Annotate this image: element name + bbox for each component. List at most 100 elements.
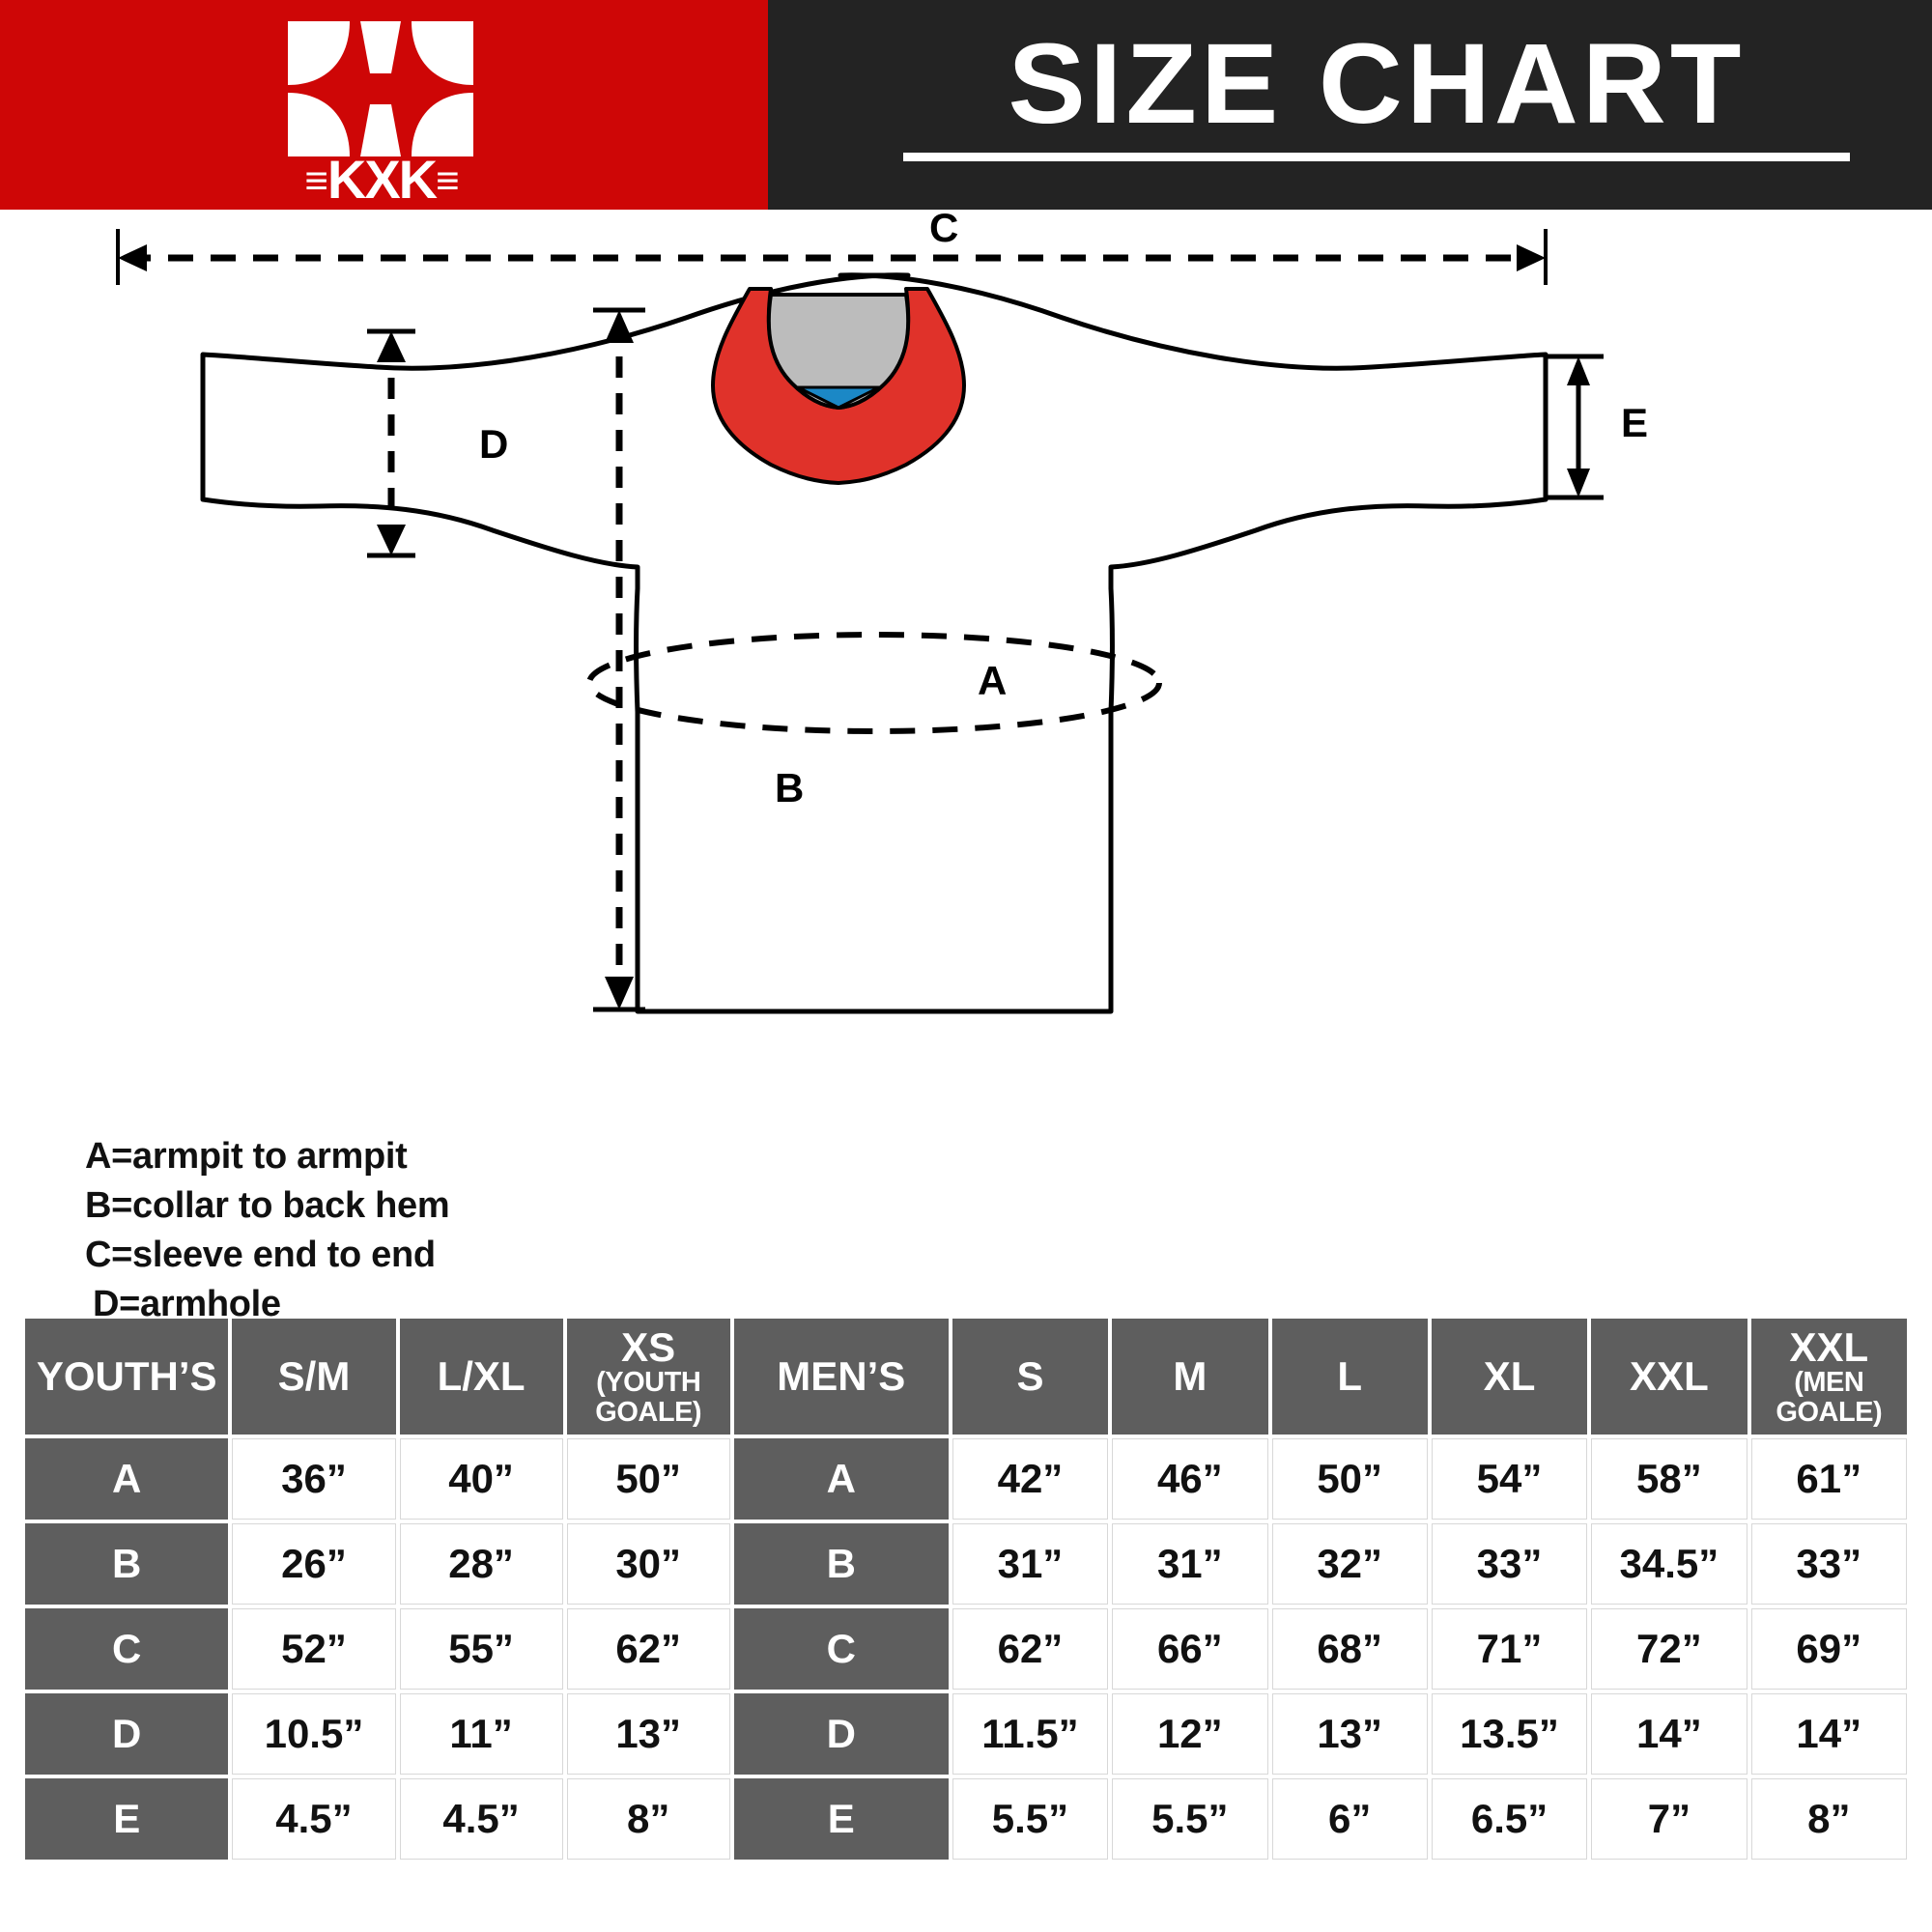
cell-c-youth-sm: 52” — [232, 1608, 396, 1690]
dimension-label-b: B — [775, 765, 805, 810]
size-table: YOUTH’S S/M L/XL XS (YOUTH GOALE) MEN’S … — [21, 1315, 1911, 1863]
cell-a-mens-s: 42” — [952, 1438, 1109, 1520]
cell-a-youth-sm: 36” — [232, 1438, 396, 1520]
dimension-a-ellipse — [586, 632, 1162, 734]
cell-d-mens-l: 13” — [1271, 1693, 1428, 1775]
cell-e-mens-s: 5.5” — [952, 1778, 1109, 1860]
dimension-label-c: C — [929, 205, 959, 250]
cell-d-mens-s: 11.5” — [952, 1693, 1109, 1775]
legend-line-c: C=sleeve end to end — [85, 1235, 436, 1275]
cell-d-youth-xs: 13” — [566, 1693, 730, 1775]
jersey-diagram: C D E A B A=armpit to armpit B=collar to… — [0, 205, 1932, 1374]
header-mens-m: M — [1112, 1319, 1268, 1435]
cell-a-youth-lxl: 40” — [399, 1438, 563, 1520]
cell-b-mens-xxlg: 33” — [1750, 1523, 1907, 1605]
row-label-e-mens: E — [733, 1778, 949, 1860]
cell-a-youth-xs: 50” — [566, 1438, 730, 1520]
cell-e-mens-l: 6” — [1271, 1778, 1428, 1860]
header-youth-xs-goalie: XS (YOUTH GOALE) — [566, 1319, 730, 1435]
table-row: B 26” 28” 30” B 31” 31” 32” 33” 34.5” 33… — [25, 1523, 1907, 1605]
header-mens-xxl: XXL — [1591, 1319, 1747, 1435]
cell-b-youth-lxl: 28” — [399, 1523, 563, 1605]
row-label-a-youth: A — [25, 1438, 229, 1520]
header-mens-group: MEN’S — [733, 1319, 949, 1435]
header-mens-xl: XL — [1431, 1319, 1588, 1435]
row-label-e-youth: E — [25, 1778, 229, 1860]
jersey-collar — [711, 287, 966, 485]
cell-b-youth-xs: 30” — [566, 1523, 730, 1605]
cell-d-mens-xxlg: 14” — [1750, 1693, 1907, 1775]
kxk-hourglass-logo-icon — [284, 17, 477, 160]
header-mens-xxl-main: XXL — [1630, 1353, 1709, 1400]
cell-e-mens-xxl: 7” — [1591, 1778, 1747, 1860]
cell-e-mens-xl: 6.5” — [1431, 1778, 1588, 1860]
cell-d-mens-xxl: 14” — [1591, 1693, 1747, 1775]
cell-b-mens-xl: 33” — [1431, 1523, 1588, 1605]
logo-bars-left: ≡ — [304, 157, 327, 203]
cell-a-mens-m: 46” — [1112, 1438, 1268, 1520]
header-youth-sm: S/M — [232, 1319, 396, 1435]
cell-a-mens-xxl: 58” — [1591, 1438, 1747, 1520]
size-table-wrap: YOUTH’S S/M L/XL XS (YOUTH GOALE) MEN’S … — [21, 1315, 1911, 1863]
header-youth-xs-main: XS — [621, 1323, 676, 1370]
page-title: SIZE CHART — [1008, 20, 1746, 148]
cell-a-mens-xxlg: 61” — [1750, 1438, 1907, 1520]
header-youth-sm-main: S/M — [277, 1353, 351, 1400]
table-header-row: YOUTH’S S/M L/XL XS (YOUTH GOALE) MEN’S … — [25, 1319, 1907, 1435]
dimension-c-arrow — [116, 229, 1548, 285]
header-youth-lxl-main: L/XL — [437, 1353, 526, 1400]
header-mens-s: S — [952, 1319, 1109, 1435]
dimension-label-e: E — [1621, 400, 1649, 445]
table-row: A 36” 40” 50” A 42” 46” 50” 54” 58” 61” — [25, 1438, 1907, 1520]
legend-line-b: B=collar to back hem — [85, 1185, 450, 1226]
cell-b-mens-m: 31” — [1112, 1523, 1268, 1605]
cell-e-mens-xxlg: 8” — [1750, 1778, 1907, 1860]
cell-b-mens-l: 32” — [1271, 1523, 1428, 1605]
cell-c-mens-xxl: 72” — [1591, 1608, 1747, 1690]
cell-e-youth-xs: 8” — [566, 1778, 730, 1860]
cell-a-mens-xl: 54” — [1431, 1438, 1588, 1520]
header-mens-xxlg-sub: (MEN GOALE) — [1776, 1367, 1883, 1428]
header-youth-lxl: L/XL — [399, 1319, 563, 1435]
legend-line-d: D=armhole — [93, 1284, 281, 1324]
cell-b-mens-xxl: 34.5” — [1591, 1523, 1747, 1605]
cell-c-youth-lxl: 55” — [399, 1608, 563, 1690]
cell-c-mens-l: 68” — [1271, 1608, 1428, 1690]
logo-bars-right: ≡ — [436, 157, 459, 203]
cell-b-youth-sm: 26” — [232, 1523, 396, 1605]
row-label-c-youth: C — [25, 1608, 229, 1690]
dimension-label-a: A — [978, 658, 1008, 703]
row-label-d-mens: D — [733, 1693, 949, 1775]
cell-e-youth-sm: 4.5” — [232, 1778, 396, 1860]
header-mens-xxl-goalie: XXL (MEN GOALE) — [1750, 1319, 1907, 1435]
cell-b-mens-s: 31” — [952, 1523, 1109, 1605]
brand-logo: ≡KXK≡ — [242, 17, 522, 207]
header-mens-l: L — [1271, 1319, 1428, 1435]
row-label-d-youth: D — [25, 1693, 229, 1775]
table-row: D 10.5” 11” 13” D 11.5” 12” 13” 13.5” 14… — [25, 1693, 1907, 1775]
brand-wordmark: ≡KXK≡ — [242, 153, 522, 207]
dimension-label-d: D — [479, 421, 509, 467]
header-mens-l-main: L — [1337, 1353, 1362, 1400]
cell-c-youth-xs: 62” — [566, 1608, 730, 1690]
header-mens-xxlg-main: XXL — [1789, 1323, 1869, 1370]
cell-c-mens-s: 62” — [952, 1608, 1109, 1690]
cell-a-mens-l: 50” — [1271, 1438, 1428, 1520]
row-label-b-mens: B — [733, 1523, 949, 1605]
header-brand-panel: ≡KXK≡ — [0, 0, 768, 210]
page-header: ≡KXK≡ SIZE CHART — [0, 0, 1932, 210]
dimension-d-arrow — [367, 328, 415, 558]
cell-d-youth-lxl: 11” — [399, 1693, 563, 1775]
header-mens-m-main: M — [1173, 1353, 1208, 1400]
header-mens-xl-main: XL — [1483, 1353, 1536, 1400]
title-underline — [903, 153, 1850, 161]
cell-d-mens-m: 12” — [1112, 1693, 1268, 1775]
cell-d-mens-xl: 13.5” — [1431, 1693, 1588, 1775]
row-label-b-youth: B — [25, 1523, 229, 1605]
cell-e-mens-m: 5.5” — [1112, 1778, 1268, 1860]
dimension-e-arrow — [1546, 354, 1604, 500]
table-row: C 52” 55” 62” C 62” 66” 68” 71” 72” 69” — [25, 1608, 1907, 1690]
row-label-a-mens: A — [733, 1438, 949, 1520]
row-label-c-mens: C — [733, 1608, 949, 1690]
